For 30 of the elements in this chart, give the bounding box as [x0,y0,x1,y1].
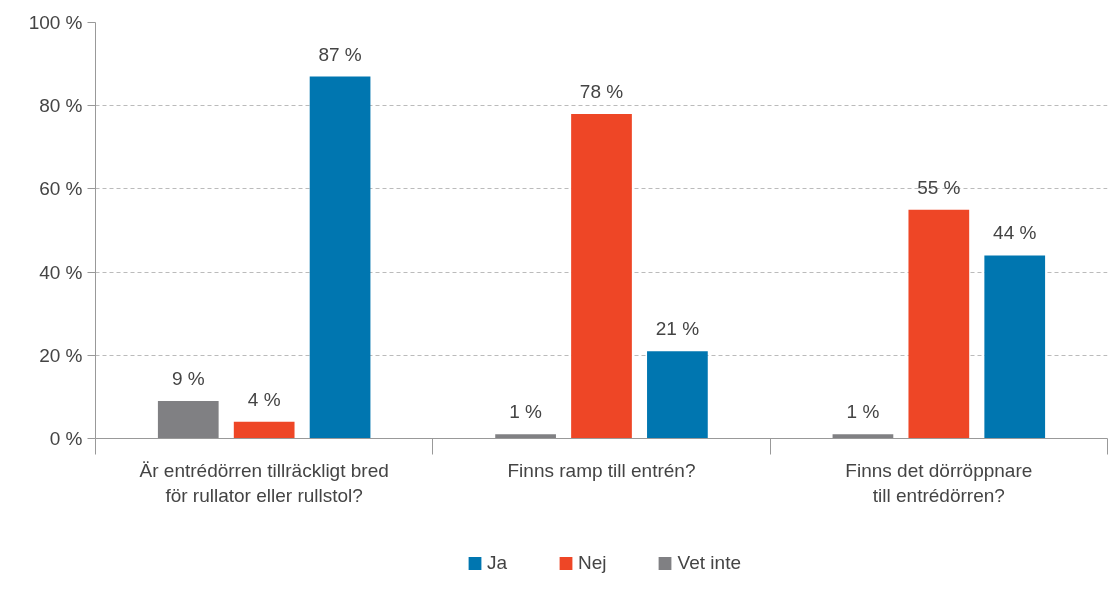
data-label: 78 % [579,81,624,103]
y-tick-label: 20 % [39,344,83,366]
data-label: 1 % [509,401,543,423]
legend-label: Ja [487,552,508,574]
bar [157,401,219,439]
data-label: 55 % [917,176,961,198]
y-tick-label: 0 % [49,428,83,449]
y-tick-label: 100 % [28,12,83,33]
bar [908,209,970,439]
legend-label: Nej [578,552,607,574]
bar [647,351,708,439]
y-tick-label: 80 % [39,95,83,117]
legend-label: Vet inte [677,552,741,574]
bar [571,114,632,439]
y-tick-label: 60 % [39,178,83,200]
bar [309,76,371,439]
data-label: 21 % [655,318,700,340]
x-tick-label: Finns ramp till entrén? [507,459,696,481]
data-label: 44 % [993,222,1037,244]
bar [832,434,894,439]
x-tick-label: Är entrédörren tillräckligt bred för rullator eller rullstol? [139,459,389,506]
data-label: 4 % [247,388,281,410]
data-label: 87 % [318,43,362,65]
y-tick-label: 40 % [39,261,83,283]
data-label: 9 % [171,368,205,390]
data-label: 1 % [846,401,880,423]
bar [984,255,1046,439]
bar [233,421,295,439]
bar [495,434,556,439]
x-tick-label: Finns det dörröppnare till entrédörren? [845,459,1033,506]
